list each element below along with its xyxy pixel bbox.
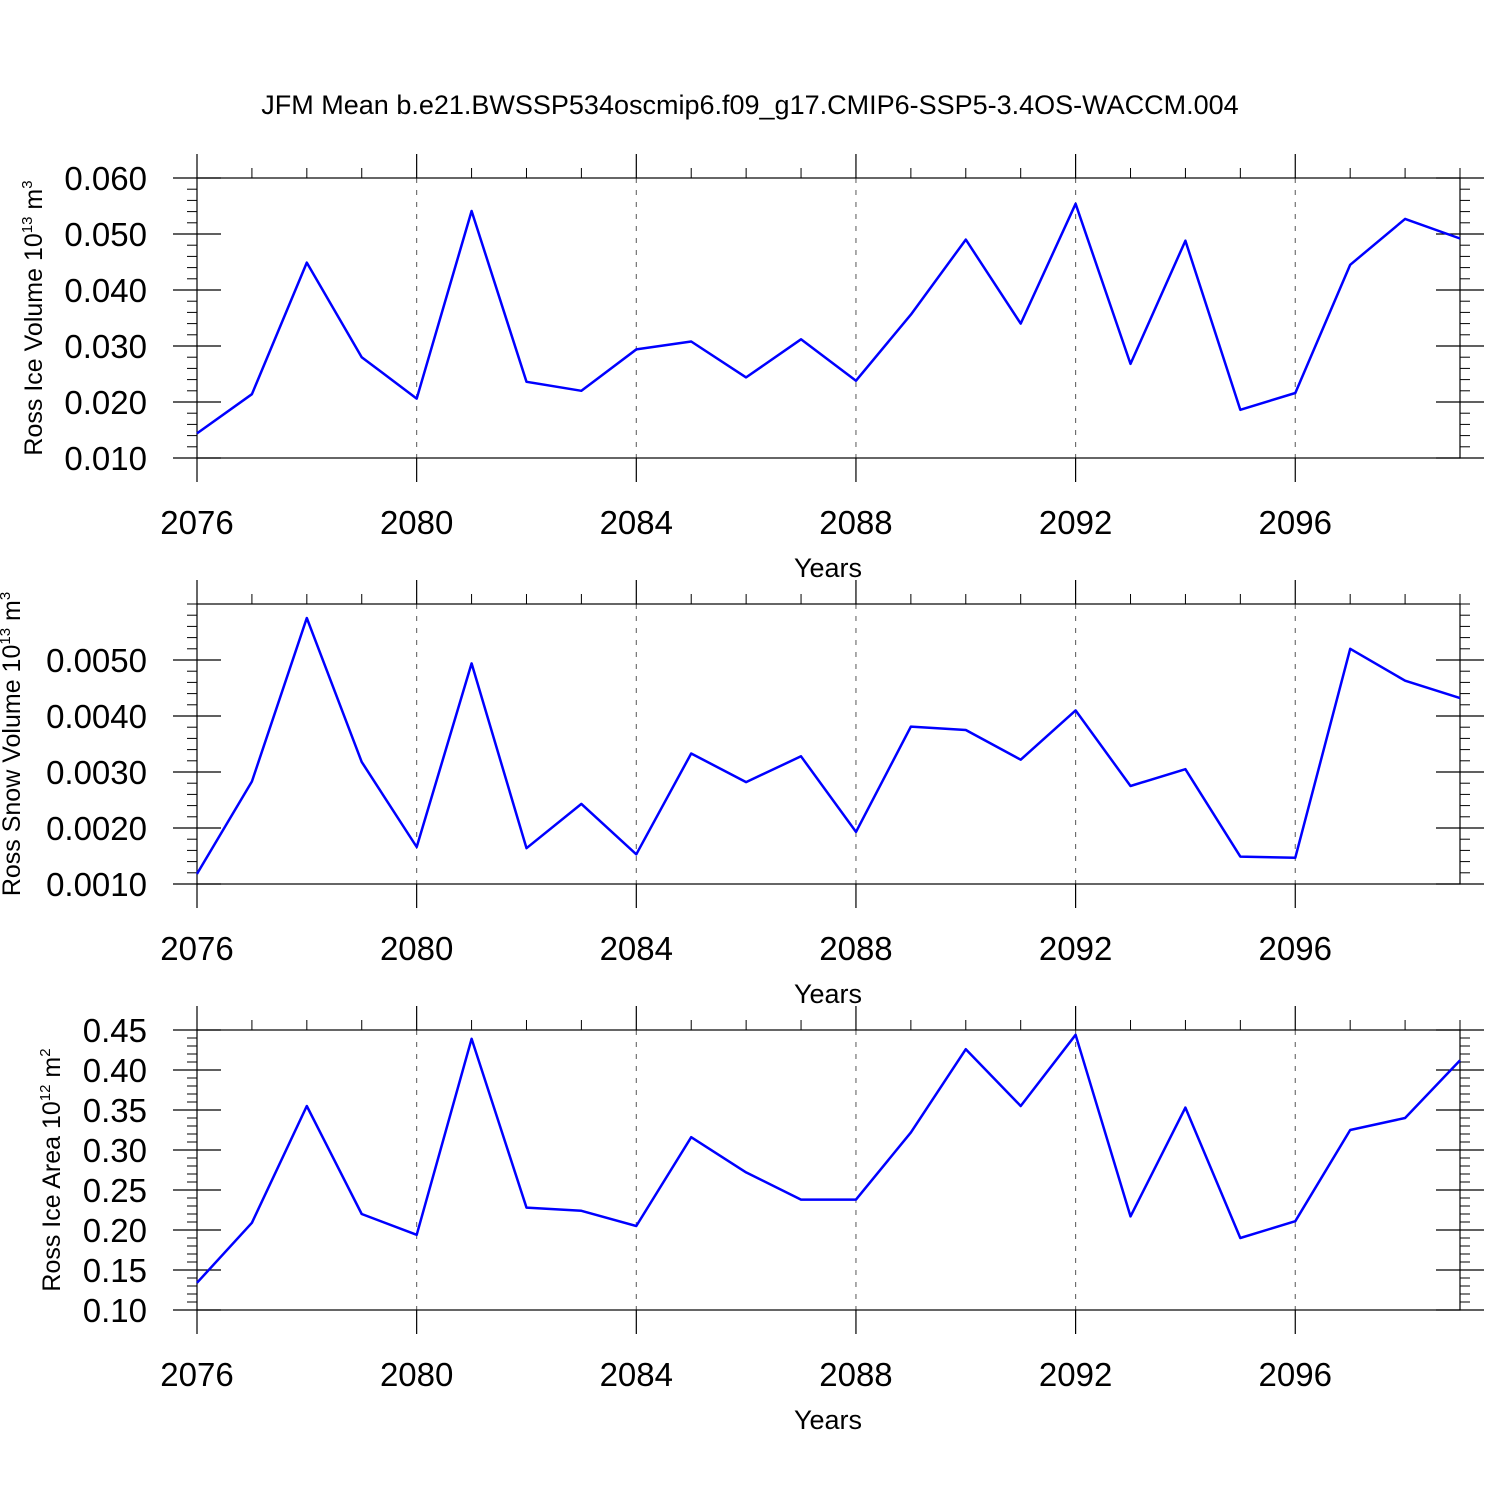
x-tick-label: 2076	[160, 1356, 233, 1393]
x-tick-label: 2080	[380, 504, 453, 541]
ylabel-ice-volume: Ross Ice Volume 1013 m3	[19, 180, 48, 455]
x-tick-label: 2084	[600, 930, 673, 967]
y-tick-label: 0.020	[64, 384, 147, 421]
y-tick-label: 0.35	[83, 1092, 147, 1129]
panel-ice-volume: Ross Ice Volume 1013 m3 Years 2076 2080 20…	[19, 154, 1484, 583]
x-tick-label: 2080	[380, 930, 453, 967]
y-tick-label: 0.040	[64, 272, 147, 309]
y-tick-label: 0.0020	[46, 810, 147, 847]
xlabel-ice-volume: Years	[794, 553, 862, 583]
series-line	[195, 616, 1461, 875]
plot-frame	[196, 603, 1461, 885]
x-tick-label: 2092	[1039, 930, 1112, 967]
y-tick-label: 0.40	[83, 1052, 147, 1089]
series-line	[196, 1033, 1461, 1284]
y-tick-label: 0.0030	[46, 754, 147, 791]
ylabel-snow-volume: Ross Snow Volume 1013 m3	[0, 592, 26, 896]
y-tick-label: 0.0040	[46, 698, 147, 735]
y-tick-label: 0.0050	[46, 642, 147, 679]
x-tick-label: 2096	[1259, 504, 1332, 541]
panel-ice-area: Ross Ice Area 1012 m2 Years 2076 2080 2084…	[37, 1006, 1484, 1435]
x-tick-label: 2088	[819, 930, 892, 967]
figure-title: JFM Mean b.e21.BWSSP534oscmip6.f09_g17.C…	[261, 90, 1238, 120]
y-tick-label: 0.030	[64, 328, 147, 365]
x-tick-label: 2096	[1259, 930, 1332, 967]
y-tick-label: 0.15	[83, 1252, 147, 1289]
x-tick-label: 2076	[160, 504, 233, 541]
series-line	[196, 202, 1461, 435]
x-tick-label: 2076	[160, 930, 233, 967]
panel-snow-volume: Ross Snow Volume 1013 m3 Years 2076 2080 2…	[0, 580, 1484, 1009]
y-tick-label: 0.060	[64, 160, 147, 197]
y-tick-label: 0.25	[83, 1172, 147, 1209]
plot-frame	[196, 1029, 1461, 1311]
x-tick-label: 2092	[1039, 504, 1112, 541]
y-tick-label: 0.10	[83, 1292, 147, 1329]
plot-frame	[196, 177, 1461, 459]
x-tick-label: 2088	[819, 504, 892, 541]
y-tick-label: 0.050	[64, 216, 147, 253]
xlabel-snow-volume: Years	[794, 979, 862, 1009]
x-tick-label: 2096	[1259, 1356, 1332, 1393]
xlabel-ice-area: Years	[794, 1405, 862, 1435]
ylabel-ice-area: Ross Ice Area 1012 m2	[37, 1048, 66, 1291]
x-tick-label: 2080	[380, 1356, 453, 1393]
y-tick-label: 0.30	[83, 1132, 147, 1169]
y-tick-label: 0.45	[83, 1012, 147, 1049]
x-tick-label: 2084	[600, 1356, 673, 1393]
x-tick-label: 2088	[819, 1356, 892, 1393]
y-tick-label: 0.20	[83, 1212, 147, 1249]
y-tick-label: 0.0010	[46, 866, 147, 903]
y-tick-label: 0.010	[64, 440, 147, 477]
x-tick-label: 2092	[1039, 1356, 1112, 1393]
x-tick-label: 2084	[600, 504, 673, 541]
